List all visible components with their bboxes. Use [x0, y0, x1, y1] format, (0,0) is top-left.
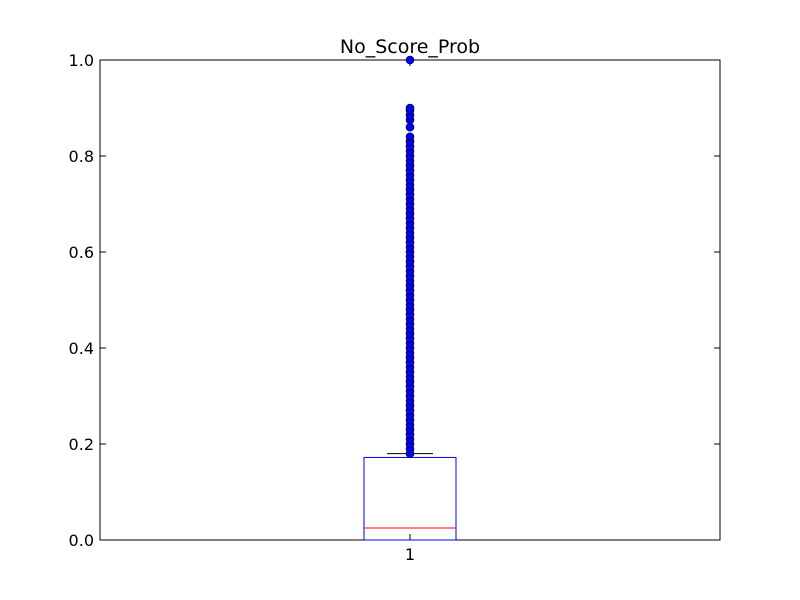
y-tick-label: 1.0 — [69, 51, 94, 70]
outlier-point — [405, 55, 415, 65]
y-tick-label: 0.2 — [69, 435, 94, 454]
y-tick-label: 0.0 — [69, 531, 94, 550]
y-tick-label: 0.6 — [69, 243, 94, 262]
chart-title: No_Score_Prob — [340, 36, 480, 58]
plot-area: 0.0 0.2 0.4 0.6 0.8 1.0 1 — [69, 51, 721, 564]
outlier-point — [405, 103, 415, 113]
y-tick-label: 0.8 — [69, 147, 94, 166]
y-tick-label: 0.4 — [69, 339, 94, 358]
outlier-point — [405, 132, 415, 142]
x-tick-label: 1 — [405, 545, 415, 564]
outlier-point — [405, 122, 415, 132]
